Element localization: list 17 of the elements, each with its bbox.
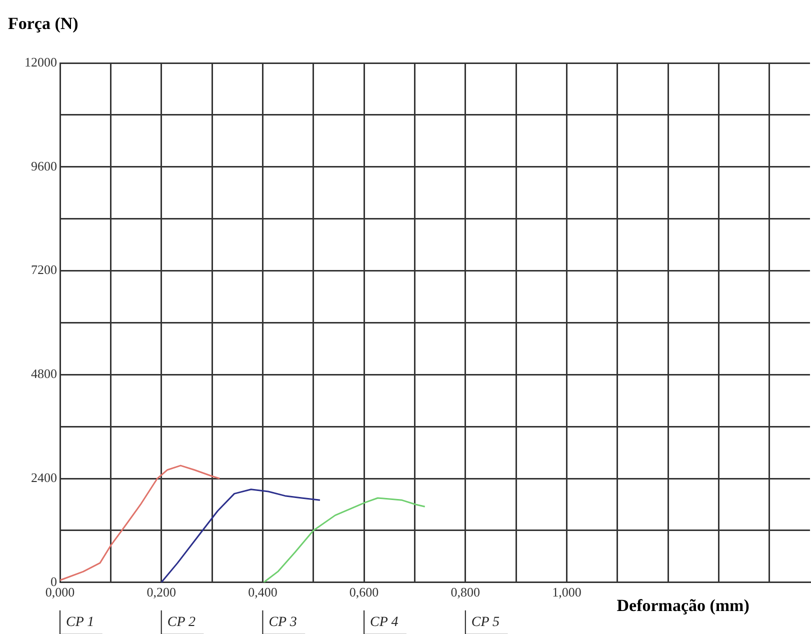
y-tick-label: 12000: [24, 54, 57, 70]
y-tick-label: 2400: [31, 470, 57, 485]
x-tick-label: 1,000: [552, 584, 582, 600]
y-tick-label: 9600: [31, 158, 57, 174]
x-tick-label: 0,400: [248, 584, 278, 600]
x-tick-label: 0,600: [349, 584, 379, 600]
y-tick-label: 7200: [31, 262, 57, 278]
y-tick-label: 4800: [31, 366, 57, 382]
y-axis-title: Força (N): [8, 14, 78, 34]
text: CP 4: [370, 615, 398, 630]
text: CP 3: [268, 615, 297, 630]
x-tick-label: 0,200: [146, 584, 176, 600]
text: CP 5: [471, 615, 500, 630]
x-axis-title: Deformação (mm): [616, 596, 750, 616]
x-tick-label: 0,800: [450, 584, 480, 600]
text: CP 2: [167, 615, 196, 630]
text: CP 1: [66, 615, 94, 630]
